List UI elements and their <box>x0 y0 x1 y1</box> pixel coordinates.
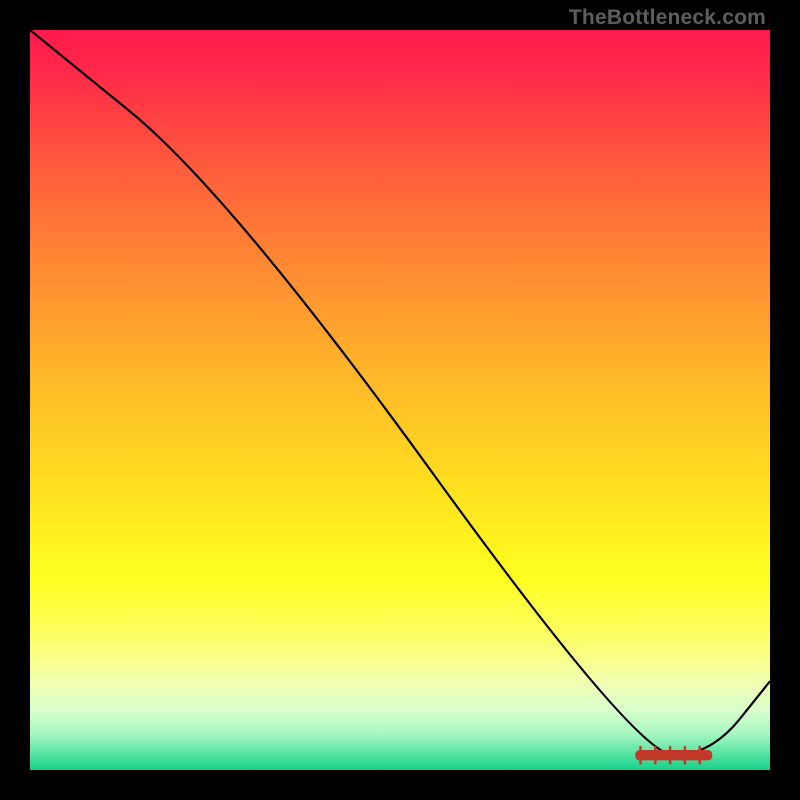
plot-area <box>30 30 770 770</box>
curve-path <box>30 30 770 755</box>
valley-marker-group <box>637 747 711 763</box>
line-layer <box>30 30 770 770</box>
watermark-text: TheBottleneck.com <box>569 6 766 30</box>
chart-canvas: TheBottleneck.com <box>0 0 800 800</box>
